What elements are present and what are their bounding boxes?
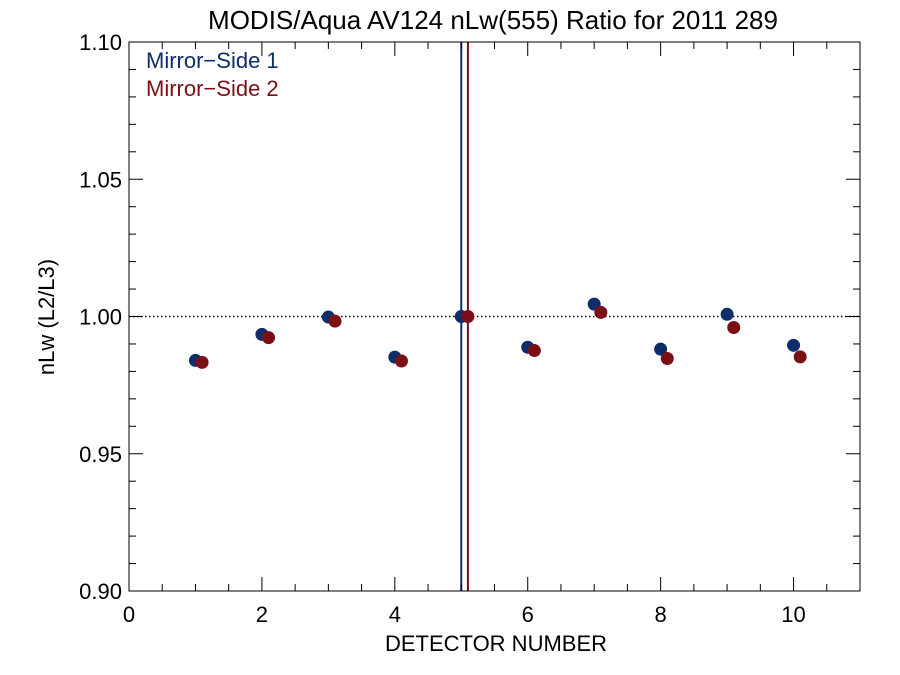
x-tick-label: 2 [256,602,268,627]
series-2-point [394,354,408,368]
legend-entry-series-2: Mirror−Side 2 [146,76,279,101]
x-tick-label: 4 [389,602,401,627]
legend-entry-series-1: Mirror−Side 1 [146,48,279,73]
series-2-point [727,320,741,334]
y-tick-label: 1.00 [79,305,122,330]
series-1-point [720,307,734,321]
y-tick-label: 0.95 [79,442,122,467]
x-axis-label: DETECTOR NUMBER [385,631,607,656]
x-tick-label: 10 [781,602,805,627]
y-tick-label: 1.10 [79,30,122,55]
series-2-point [527,344,541,358]
series-1-point [787,338,801,352]
chart-title: MODIS/Aqua AV124 nLw(555) Ratio for 2011… [208,5,778,35]
x-tick-label: 0 [123,602,135,627]
y-axis-label: nLw (L2/L3) [34,259,59,375]
x-tick-label: 6 [522,602,534,627]
series-2-point [793,350,807,364]
series-1-point [654,342,668,356]
series-2-point [328,314,342,328]
x-tick-label: 8 [655,602,667,627]
y-tick-label: 0.90 [79,579,122,604]
series-2-point [195,355,209,369]
series-2-point [262,331,276,345]
series-2-point [594,305,608,319]
y-tick-label: 1.05 [79,167,122,192]
series-2-point [461,310,475,323]
series-2-point [660,351,674,365]
